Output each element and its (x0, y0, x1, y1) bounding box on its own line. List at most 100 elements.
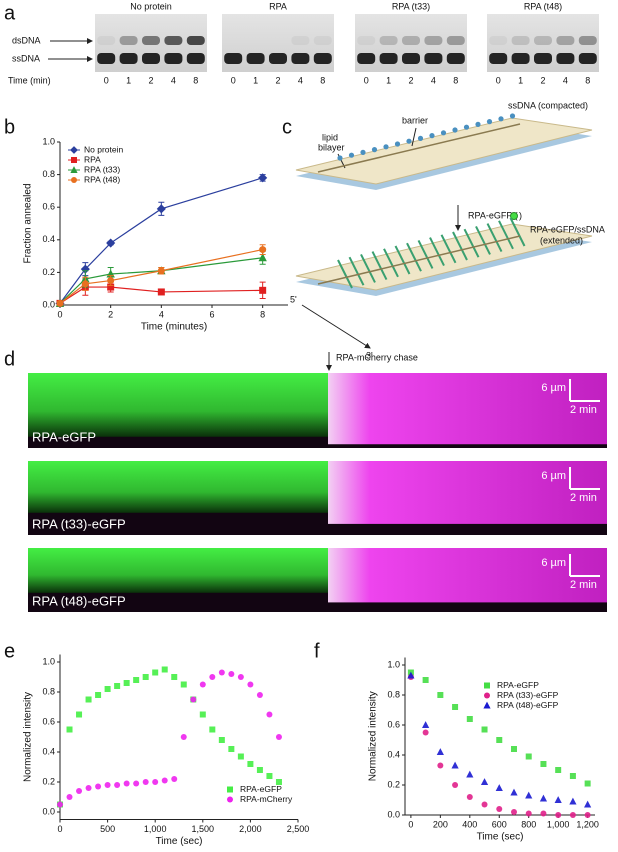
panel-label: b (4, 116, 15, 138)
marker (584, 812, 591, 818)
y-tick-label: 0.8 (42, 169, 55, 179)
dna-blob (337, 155, 343, 161)
marker (157, 267, 165, 275)
dna-strand (475, 225, 491, 255)
ss-band (97, 53, 116, 64)
legend-label: No protein (84, 144, 123, 154)
time-tick: 0 (231, 75, 236, 85)
legend-label: RPA (t33)-eGFP (497, 690, 559, 700)
marker (525, 753, 532, 760)
marker (218, 737, 225, 743)
marker (76, 711, 83, 718)
lane-title: RPA (269, 1, 287, 11)
marker (199, 711, 206, 718)
ss-band (313, 53, 332, 64)
marker (199, 681, 206, 688)
time-tick: 1 (253, 75, 258, 85)
marker (107, 277, 115, 285)
ds-band (446, 36, 465, 45)
marker (495, 784, 503, 791)
band-label: dsDNA (12, 35, 41, 45)
dna-strand (486, 223, 503, 253)
dna-blob (429, 133, 435, 139)
dna-strand (498, 220, 514, 250)
ss-band (402, 53, 420, 64)
marker (123, 780, 130, 787)
dna-strand (463, 228, 480, 258)
dna-strand (360, 253, 376, 283)
marker (422, 721, 430, 728)
x-tick-label: 0 (408, 819, 413, 829)
y-tick-label: 0.4 (387, 749, 400, 759)
ss-band (379, 53, 398, 64)
kymographs: RPA-mCherry chase RPA-eGFP 6 µm 2 min RPA (… (28, 352, 607, 612)
y-tick-label: 0.4 (42, 746, 55, 756)
marker (258, 253, 267, 262)
marker (157, 288, 165, 296)
barrier (317, 235, 521, 285)
marker (142, 674, 149, 680)
x-tick-label: 1,200 (576, 819, 599, 829)
marker (66, 726, 73, 733)
series-line (59, 177, 263, 304)
y-axis-label: Normalized intensity (368, 691, 379, 781)
marker (56, 299, 64, 307)
scale-label: 2 min (570, 492, 597, 504)
scale-label: 6 µm (541, 382, 566, 394)
dna-blob (394, 141, 401, 147)
time-tick: 1 (126, 75, 131, 85)
lane-title: No protein (130, 1, 172, 11)
marker (275, 779, 282, 785)
marker (452, 704, 459, 710)
time-tick: 1 (518, 75, 523, 85)
marker (484, 692, 490, 699)
y-tick-label: 0.0 (387, 809, 400, 819)
diagram-label: (extended) (540, 235, 583, 245)
legend-label: RPA-eGFP (497, 680, 539, 690)
kymo-magenta (328, 461, 607, 524)
time-tick: 0 (104, 75, 109, 85)
pointer (411, 127, 417, 147)
x-tick-label: 800 (521, 819, 536, 829)
marker (483, 701, 491, 709)
marker (555, 812, 562, 818)
marker (85, 785, 92, 791)
diagram-label: ssDNA (compacted) (508, 100, 588, 110)
y-axis-label: Normalized intensity (23, 692, 34, 782)
kymo-label: RPA (t48)-eGFP (32, 593, 126, 608)
panel-label: a (4, 2, 16, 24)
marker (190, 696, 197, 703)
diagram-label: RPA-eGFP ( (468, 210, 518, 220)
time-tick: 8 (453, 75, 458, 85)
ss-band (142, 53, 160, 64)
x-axis-label: Time (sec) (477, 832, 524, 843)
diagram-label: lipid (322, 132, 338, 142)
marker (237, 674, 244, 680)
time-tick: 2 (275, 75, 280, 85)
kymo-label: RPA (t33)-eGFP (32, 516, 126, 531)
dna-strand (337, 259, 353, 289)
ds-band (424, 36, 443, 45)
marker (114, 782, 121, 788)
y-tick-label: 0.0 (42, 299, 55, 309)
y-tick-label: 0.2 (42, 267, 55, 277)
arrow (301, 304, 371, 349)
legend-label: RPA (84, 154, 101, 164)
dna-blob (463, 124, 470, 130)
marker (133, 677, 140, 683)
y-tick-label: 0.2 (387, 779, 400, 789)
marker (525, 810, 532, 817)
time-tick: 4 (298, 75, 303, 85)
marker (480, 778, 489, 785)
marker (256, 692, 263, 698)
time-tick: 2 (148, 75, 153, 85)
chart: 0.0 0.2 0.4 0.6 0.8 1.0 0 2 4 6 8 Time (minutes) Fra… (23, 136, 288, 333)
panel-label: f (314, 640, 320, 662)
dna-strand (348, 256, 365, 286)
scale-label: 6 µm (541, 557, 566, 569)
ds-band (357, 36, 376, 45)
diagram-label: RPA-eGFP/ssDNA (530, 224, 605, 234)
marker (569, 812, 576, 818)
y-tick-label: 0.4 (42, 234, 55, 244)
